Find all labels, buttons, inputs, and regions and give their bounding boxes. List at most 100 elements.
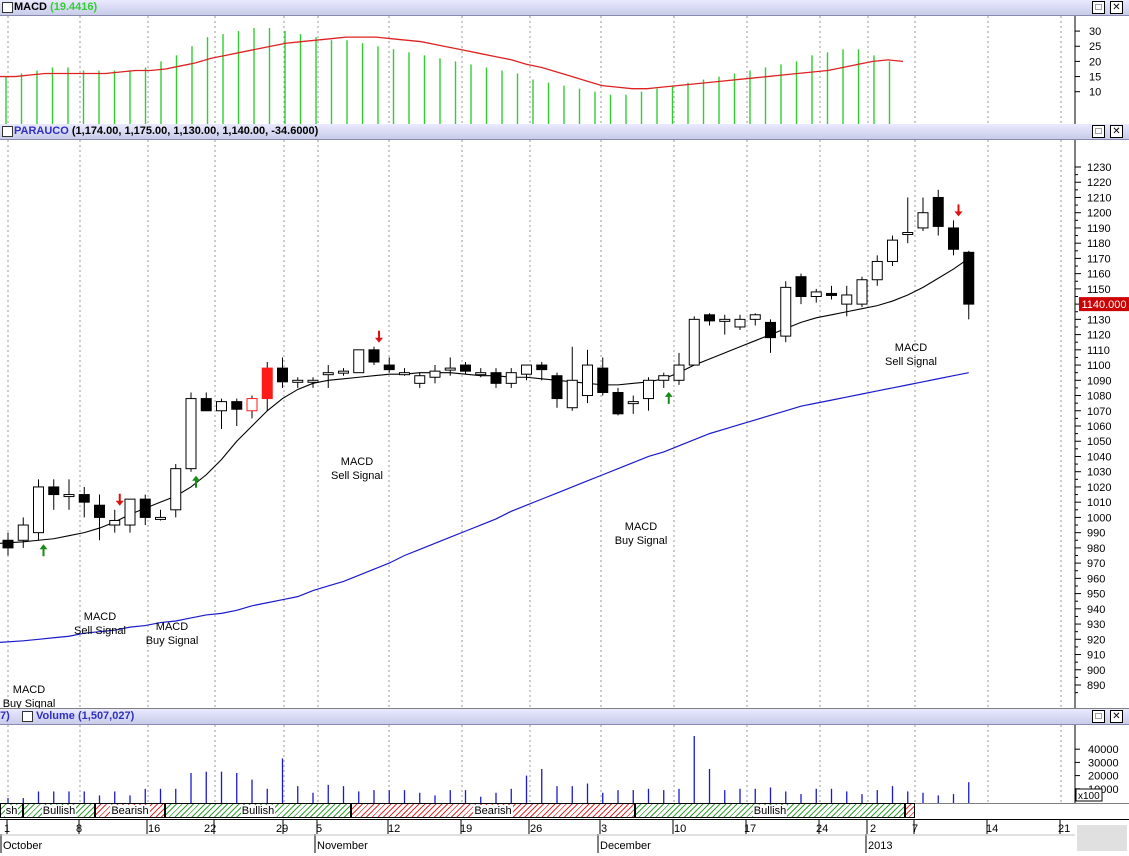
candle-body xyxy=(185,398,197,470)
regime-segment-label: Bullish xyxy=(41,805,77,817)
macd-y-tick-label: 20 xyxy=(1089,56,1101,68)
regime-segment-label: sh xyxy=(4,805,19,817)
macd-y-tick-label: 10 xyxy=(1089,87,1101,99)
date-day-label: 17 xyxy=(744,823,756,835)
signal-label-line2: Buy Signal xyxy=(615,535,668,547)
symbol-title: PARAUCO xyxy=(14,125,69,137)
prev-indicator-fragment: 7) xyxy=(0,710,10,722)
price-y-tick-label: 910 xyxy=(1087,650,1105,662)
close-icon[interactable]: ✕ xyxy=(1110,1,1123,14)
candle-body xyxy=(887,239,898,262)
pane-menu-icon[interactable] xyxy=(2,126,13,137)
candle-body xyxy=(826,292,837,296)
date-day-label: 1 xyxy=(4,823,10,835)
date-day-label: 21 xyxy=(1058,823,1070,835)
price-y-tick-label: 990 xyxy=(1087,528,1105,540)
candle-body xyxy=(719,318,731,322)
candle-body xyxy=(322,372,334,376)
price-y-tick-label: 980 xyxy=(1087,543,1105,555)
volume-value: (1,507,027) xyxy=(77,710,135,722)
date-day-label: 12 xyxy=(388,823,400,835)
price-y-tick-label: 1030 xyxy=(1087,467,1111,479)
candle-body xyxy=(307,379,319,383)
candle-body xyxy=(765,321,776,339)
price-y-tick-label: 1050 xyxy=(1087,436,1111,448)
candle-body xyxy=(780,286,792,337)
candle-body xyxy=(414,375,426,384)
signal-label-line1: MACD xyxy=(13,684,45,696)
signal-label-line1: MACD xyxy=(84,611,116,623)
candle-body xyxy=(749,314,761,320)
price-y-tick-label: 1170 xyxy=(1087,253,1111,265)
maximize-icon[interactable]: □ xyxy=(1092,710,1105,723)
price-y-tick-label: 950 xyxy=(1087,589,1105,601)
regime-segment-bear: Bearish xyxy=(351,803,635,818)
trend-regime-bar: sh Bullish Bearish Bullish Bearish Bullish xyxy=(0,803,1075,819)
pane-menu-icon[interactable] xyxy=(2,2,13,13)
price-y-tick-label: 1120 xyxy=(1087,330,1111,342)
macd-value: (19.4416) xyxy=(50,1,98,13)
candle-body xyxy=(597,367,609,393)
regime-segment-bear: Bearish xyxy=(95,803,165,818)
volume-y-tick-label: 30000 xyxy=(1088,757,1119,769)
regime-segment-bull: sh xyxy=(0,803,23,818)
candle-body xyxy=(429,370,441,378)
price-y-tick-label: 1010 xyxy=(1087,497,1111,509)
last-price-label: 1140.000 xyxy=(1081,299,1126,311)
macd-signal-line xyxy=(0,36,904,90)
candle-body xyxy=(94,504,105,518)
close-icon[interactable]: ✕ xyxy=(1110,710,1123,723)
maximize-icon[interactable]: □ xyxy=(1092,125,1105,138)
macd-titlebar[interactable]: MACD (19.4416) □ ✕ xyxy=(0,0,1129,16)
price-y-tick-label: 920 xyxy=(1087,634,1105,646)
macd-y-tick-label: 25 xyxy=(1089,41,1101,53)
candle-body xyxy=(460,364,471,372)
candle-body xyxy=(963,251,975,305)
candle-body xyxy=(627,401,639,405)
candle-body xyxy=(109,519,121,526)
sell-arrow-icon xyxy=(375,330,383,343)
price-y-tick-label: 1070 xyxy=(1087,406,1111,418)
candle-body xyxy=(17,524,29,541)
candle-body xyxy=(216,401,227,412)
price-y-tick-label: 930 xyxy=(1087,619,1105,631)
volume-titlebar[interactable]: 7) Volume (1,507,027) □ ✕ xyxy=(0,709,1129,725)
price-y-tick-label: 1210 xyxy=(1087,192,1111,204)
candle-body xyxy=(871,260,883,281)
axis-corner xyxy=(1077,825,1127,851)
candle-body xyxy=(932,196,944,227)
price-y-tick-label: 890 xyxy=(1087,680,1105,692)
candle-body xyxy=(48,486,60,496)
volume-y-tick-label: 40000 xyxy=(1088,744,1119,756)
price-y-tick-label: 1160 xyxy=(1087,269,1111,281)
maximize-icon[interactable]: □ xyxy=(1092,1,1105,14)
candle-body xyxy=(63,494,75,498)
price-y-tick-label: 970 xyxy=(1087,558,1105,570)
price-titlebar[interactable]: PARAUCO (1,174.00, 1,175.00, 1,130.00, 1… xyxy=(0,124,1129,140)
price-y-tick-label: 1040 xyxy=(1087,451,1111,463)
regime-segment-bull: Bullish xyxy=(165,803,351,818)
price-y-tick-label: 1020 xyxy=(1087,482,1111,494)
date-day-label: 8 xyxy=(76,823,82,835)
candle-body xyxy=(383,364,395,371)
price-y-tick-label: 1230 xyxy=(1087,162,1111,174)
short-moving-average-line xyxy=(0,257,970,544)
pane-menu-icon[interactable] xyxy=(22,711,33,722)
date-day-label: 24 xyxy=(816,823,828,835)
candle-body xyxy=(399,372,410,376)
close-icon[interactable]: ✕ xyxy=(1110,125,1123,138)
date-month-label: October xyxy=(3,840,42,852)
candle-body xyxy=(246,398,258,412)
candle-body xyxy=(78,494,90,503)
price-y-tick-label: 940 xyxy=(1087,604,1105,616)
price-chart: 1230 1220 1210 1200 1190 1180 1170 1160 1150 1140… xyxy=(0,140,1129,708)
signal-label-line2: Sell Signal xyxy=(331,470,383,482)
candle-body xyxy=(231,401,243,410)
macd-y-tick-label: 15 xyxy=(1089,72,1101,84)
price-y-tick-label: 1220 xyxy=(1087,177,1111,189)
candle-body xyxy=(673,364,685,381)
long-moving-average-line xyxy=(0,372,969,643)
price-y-tick-label: 1150 xyxy=(1087,284,1111,296)
candle-body xyxy=(704,314,715,322)
